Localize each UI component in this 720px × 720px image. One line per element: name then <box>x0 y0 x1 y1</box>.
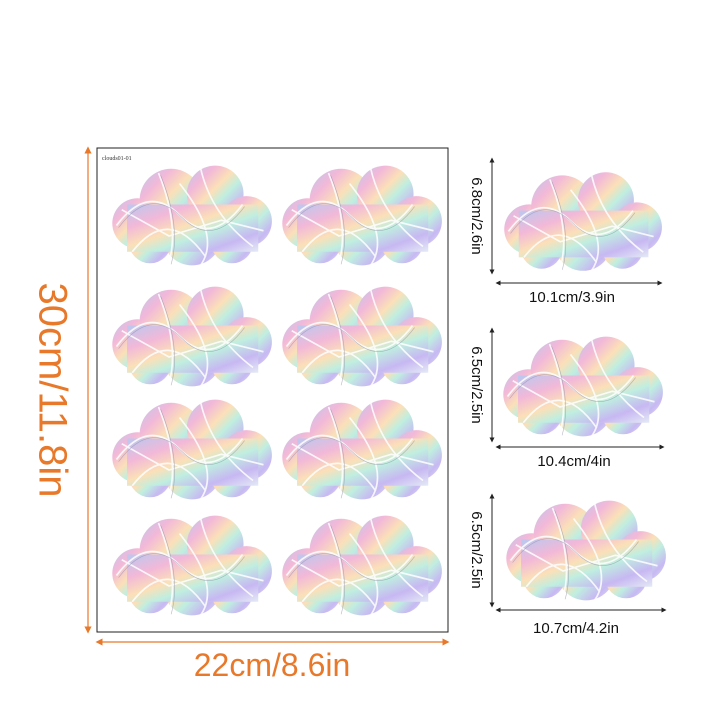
sample-1: 6.8cm/2.6in 10.1cm/3.9in <box>468 157 663 306</box>
sample-width: 10.7cm/4.2in <box>533 620 619 637</box>
sheet-width: 22cm/8.6in <box>194 647 351 683</box>
sample-height: 6.5cm/2.5in <box>468 511 485 589</box>
sample-width: 10.1cm/3.9in <box>529 289 615 306</box>
sample-2: 6.5cm/2.5in 10.4cm/4in <box>468 327 665 470</box>
sample-height: 6.8cm/2.6in <box>468 177 485 255</box>
sample-width: 10.4cm/4in <box>537 453 610 470</box>
sheet-height: 30cm/11.8in <box>30 283 74 498</box>
sample-height: 6.5cm/2.5in <box>468 346 485 424</box>
sample-3: 6.5cm/2.5in 10.7cm/4.2in <box>468 493 667 637</box>
sheet-code: clouds01-01 <box>102 156 132 162</box>
